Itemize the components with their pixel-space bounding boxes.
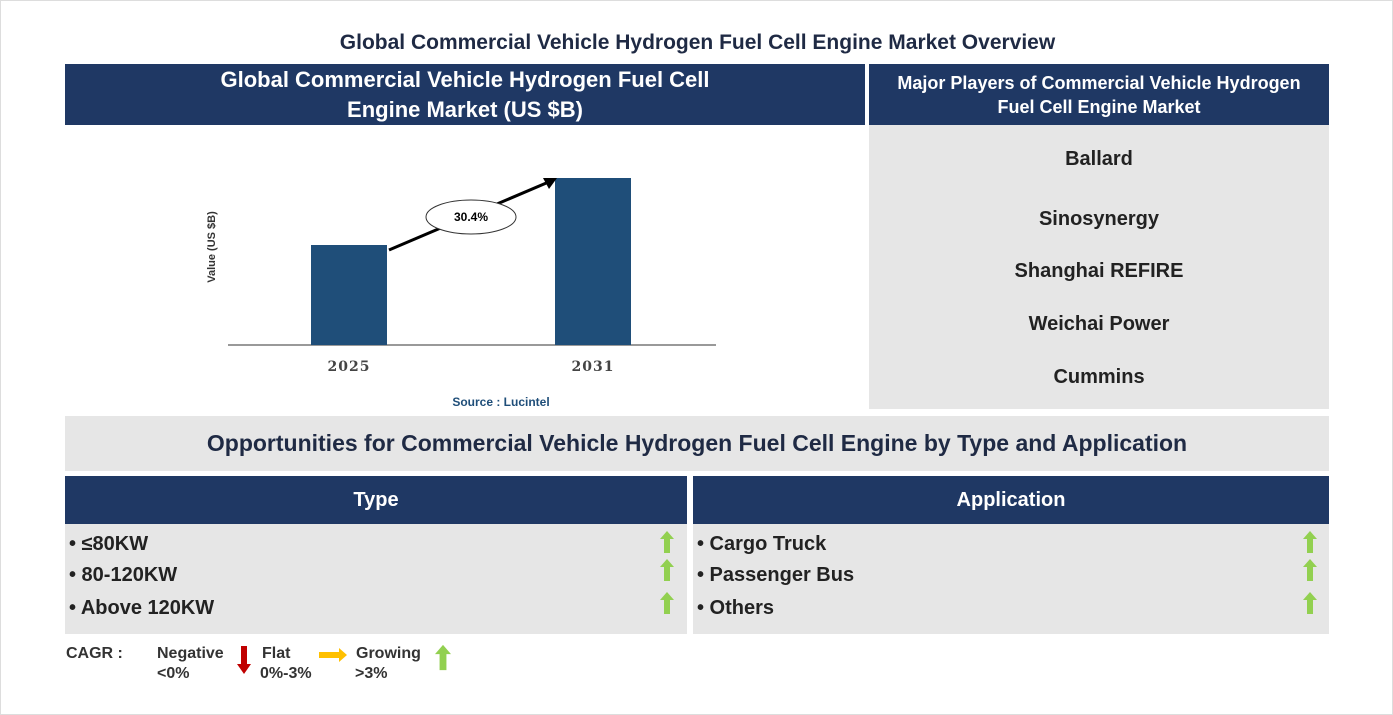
legend-flat-range: 0%-3% — [260, 665, 312, 682]
application-item: • Others — [697, 597, 775, 619]
player-item: Sinosynergy — [1038, 208, 1160, 230]
arrow-head — [543, 178, 557, 189]
growing-arrow-icon — [1303, 531, 1317, 553]
player-item: Shanghai REFIRE — [1014, 260, 1184, 282]
application-header: Application — [693, 476, 1329, 524]
player-item: Cummins — [1053, 366, 1145, 388]
players-panel — [869, 125, 1329, 409]
page-title: Global Commercial Vehicle Hydrogen Fuel … — [339, 31, 1056, 54]
application-item: • Passenger Bus — [697, 564, 855, 586]
bar-2025 — [311, 245, 387, 345]
application-item: • Cargo Truck — [697, 533, 827, 555]
x-tick-label: 2025 — [328, 359, 371, 375]
legend-flat: Flat — [262, 645, 291, 662]
x-tick-label: 2031 — [572, 359, 615, 375]
player-item: Weichai Power — [1028, 313, 1170, 335]
y-axis-label: Value (US $B) — [206, 211, 218, 283]
legend-growing: Growing — [356, 645, 421, 662]
legend-negative-range: <0% — [157, 665, 190, 682]
growing-arrow-icon — [660, 592, 674, 614]
type-item: • Above 120KW — [69, 597, 215, 619]
cagr-ellipse — [425, 199, 517, 235]
flat-arrow-icon — [319, 648, 347, 662]
application-list — [693, 524, 1329, 634]
players-title: Major Players of Commercial Vehicle Hydr… — [869, 64, 1329, 125]
source-label: Source : Lucintel — [452, 395, 549, 409]
opportunities-title: Opportunities for Commercial Vehicle Hyd… — [65, 416, 1329, 471]
growing-arrow-icon — [435, 644, 451, 671]
type-item: • 80-120KW — [69, 564, 178, 586]
legend-negative: Negative — [157, 645, 224, 662]
legend-growing-range: >3% — [355, 665, 388, 682]
type-list — [65, 524, 687, 634]
type-item: • ≤80KW — [69, 533, 149, 555]
chart-panel-title: Global Commercial Vehicle Hydrogen Fuel … — [65, 64, 865, 125]
bar-2031 — [555, 178, 631, 345]
growing-arrow-icon — [660, 531, 674, 553]
growing-arrow-icon — [1303, 559, 1317, 581]
cagr-label: 30.4% — [454, 210, 488, 224]
bar-chart: Value (US $B) 2025 2031 30.4% Source : Lu… — [206, 178, 716, 409]
growing-arrow-icon — [660, 559, 674, 581]
negative-arrow-icon — [237, 646, 251, 674]
type-header: Type — [65, 476, 687, 524]
growing-arrow-icon — [1303, 592, 1317, 614]
player-item: Ballard — [1065, 148, 1133, 170]
legend-label: CAGR : — [66, 645, 123, 662]
